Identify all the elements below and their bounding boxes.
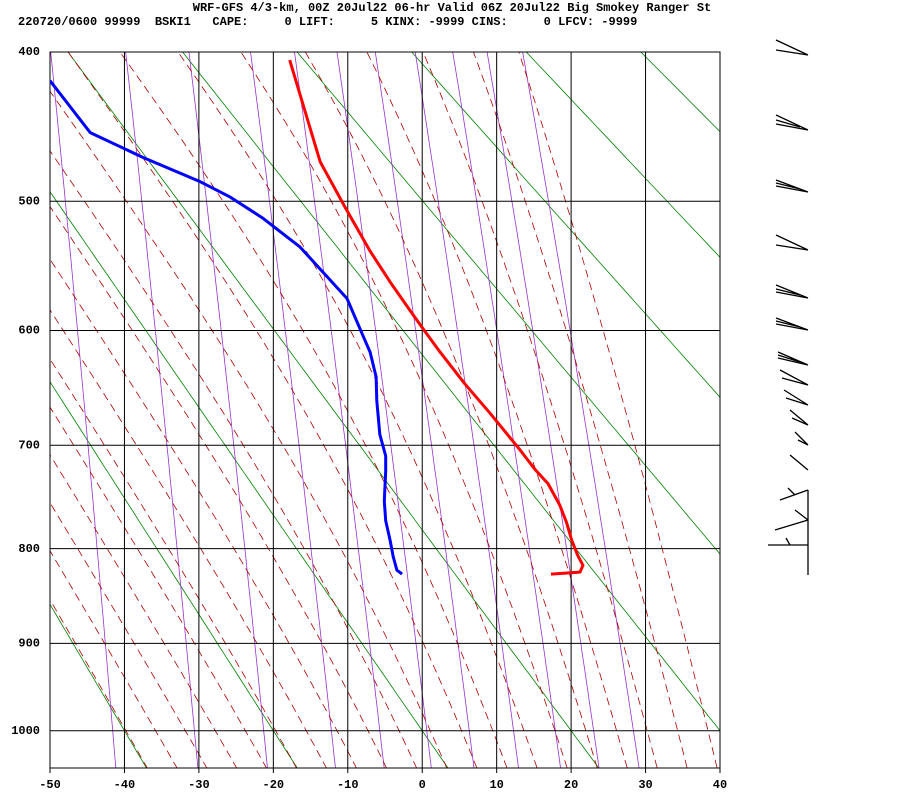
- dry-adiabat: [640, 52, 720, 133]
- wind-barb: [775, 284, 809, 299]
- chart-subtitle: 220720/0600 99999 BSKI1 CAPE: 0 LIFT: 5 …: [18, 15, 637, 29]
- mixing-ratio-line: [250, 52, 336, 768]
- dry-adiabat: [834, 19, 900, 780]
- moist-adiabat: [50, 258, 357, 768]
- profile-line: [288, 59, 585, 576]
- moist-adiabat: [240, 52, 568, 768]
- moist-adiabat: [67, 52, 478, 768]
- dry-adiabat: [0, 19, 2, 780]
- mixing-ratio-line: [452, 52, 561, 768]
- wind-barb: [775, 317, 809, 331]
- moist-adiabat: [119, 52, 508, 768]
- x-tick-label: -10: [337, 778, 359, 792]
- profiles: [50, 59, 585, 576]
- dry-adiabat: [296, 52, 720, 555]
- dry-adiabat: [721, 19, 900, 780]
- y-tick-label: 1000: [11, 724, 40, 738]
- wind-barb: [779, 369, 809, 386]
- wind-barb: [774, 509, 809, 531]
- mixing-ratio-line: [50, 52, 117, 768]
- x-tick-label: -40: [114, 778, 136, 792]
- wind-barb: [789, 409, 809, 426]
- wind-barb: [775, 234, 809, 251]
- mixing-ratio-line: [125, 52, 199, 768]
- dry-adiabat: [50, 603, 147, 768]
- moist-adiabat: [518, 52, 718, 768]
- moist-adiabat: [304, 52, 598, 768]
- mixing-ratio-line: [414, 52, 519, 768]
- dry-adiabat: [50, 381, 298, 768]
- moist-adiabat: [366, 52, 628, 768]
- dry-adiabat: [67, 52, 600, 768]
- mixing-ratio-line: [522, 52, 640, 768]
- dry-adiabat: [50, 191, 449, 768]
- wind-barb: [775, 39, 809, 56]
- wind-barbs: [768, 39, 809, 575]
- background-lines: [0, 19, 900, 780]
- x-tick-label: 0: [419, 778, 426, 792]
- dry-adiabat: [182, 52, 720, 732]
- chart-title: WRF-GFS 4/3-km, 00Z 20Jul22 06-hr Valid …: [193, 1, 711, 15]
- moist-adiabat: [50, 454, 238, 768]
- moist-adiabat: [50, 406, 268, 768]
- wind-barb: [775, 114, 809, 131]
- mixing-ratio-line: [374, 52, 475, 768]
- moist-adiabat: [50, 598, 148, 768]
- x-tick-label: 20: [564, 778, 578, 792]
- moist-adiabat: [50, 501, 208, 768]
- moist-adiabat: [50, 150, 418, 768]
- moist-adiabat: [50, 309, 327, 768]
- wind-barb: [775, 179, 809, 193]
- mixing-ratio-line: [486, 52, 600, 768]
- x-tick-label: 30: [638, 778, 652, 792]
- wind-barb: [768, 537, 808, 546]
- x-tick-label: 10: [489, 778, 503, 792]
- y-tick-label: 700: [18, 438, 40, 452]
- y-tick-label: 900: [18, 636, 40, 650]
- wind-barb: [779, 487, 809, 501]
- x-tick-label: 40: [713, 778, 727, 792]
- wind-barb: [794, 431, 809, 446]
- y-tick-label: 600: [18, 324, 40, 338]
- mixing-ratio-line: [188, 52, 268, 768]
- dry-adiabat: [525, 52, 720, 258]
- grid: [49, 51, 721, 773]
- moist-adiabat: [50, 205, 387, 768]
- wind-barb: [777, 351, 809, 366]
- y-tick-label: 500: [18, 194, 40, 208]
- moist-adiabat: [473, 52, 688, 768]
- moist-adiabat: [50, 90, 448, 768]
- x-tick-label: -30: [188, 778, 210, 792]
- moist-adiabat: [50, 550, 178, 768]
- mixing-ratio-line: [294, 52, 385, 768]
- moist-adiabat: [50, 358, 297, 768]
- y-tick-label: 800: [18, 542, 40, 556]
- wind-barb: [783, 389, 809, 406]
- x-tick-label: -20: [263, 778, 285, 792]
- x-tick-label: -50: [39, 778, 61, 792]
- y-tick-label: 400: [18, 45, 40, 59]
- profile-line: [50, 79, 403, 576]
- wind-barb: [789, 454, 809, 471]
- mixing-ratio-line: [336, 52, 432, 768]
- tick-labels: 400 500 600 700 800 900 1000 -50 -40 -30 -20 -10 0 10…: [11, 45, 727, 792]
- dry-adiabat: [411, 52, 720, 398]
